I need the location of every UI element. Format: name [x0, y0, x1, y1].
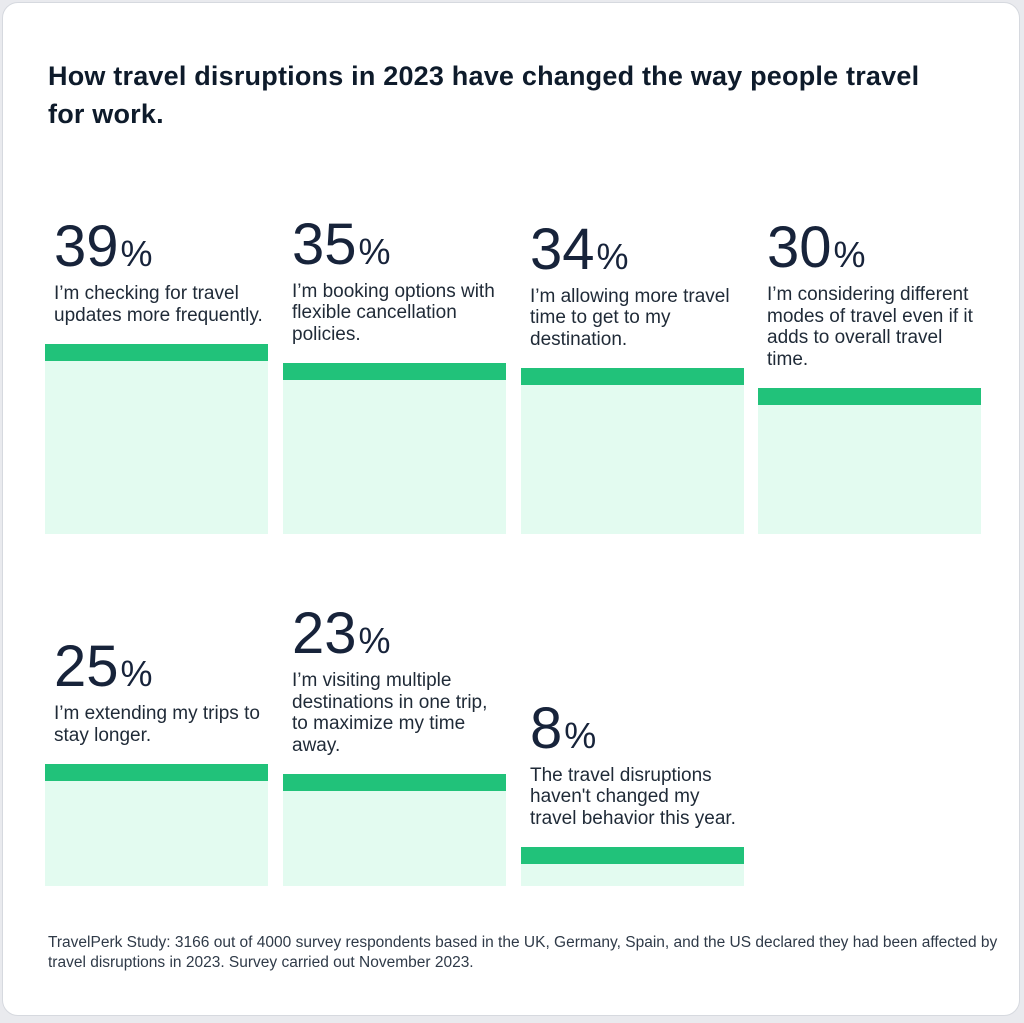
category-label: I’m checking for travel updates more fre…	[54, 283, 263, 326]
bar-cap	[521, 368, 744, 385]
value-number: 30	[767, 215, 832, 280]
bar	[45, 344, 268, 534]
value-unit: %	[120, 653, 153, 694]
category-label: The travel disruptions haven't changed m…	[530, 764, 736, 829]
bar-cap	[758, 388, 981, 405]
value-unit: %	[596, 235, 629, 277]
value-label: 30%	[767, 218, 866, 285]
value-label: 25%	[54, 637, 153, 704]
bar	[758, 388, 981, 534]
bar-cap	[45, 344, 268, 361]
bar-cell: 8% The travel disruptions haven't changed…	[521, 3, 744, 1023]
category-label: I’m considering different modes of trave…	[767, 284, 973, 370]
bar	[45, 764, 268, 886]
category-label: I’m allowing more travel time to get to …	[530, 285, 730, 350]
value-unit: %	[120, 233, 153, 274]
bar-cap	[521, 847, 744, 864]
footnote: TravelPerk Study: 3166 out of 4000 surve…	[48, 934, 998, 971]
bar-cell: 25% I’m extending my trips to stay longer…	[45, 3, 268, 1023]
value-number: 35	[292, 211, 357, 277]
value-number: 34	[530, 216, 595, 282]
category-label: I’m extending my trips to stay longer.	[54, 703, 260, 746]
value-label: 39%	[54, 217, 153, 284]
category-label: I’m booking options with flexible cancel…	[292, 280, 495, 345]
bar-cell: 23% I’m visiting multiple destinations in…	[283, 3, 506, 1023]
value-unit: %	[833, 234, 866, 275]
value-unit: %	[564, 714, 597, 756]
bar-grid: 39% I’m checking for travel updates more …	[3, 3, 1024, 1023]
value-number: 39	[54, 214, 119, 279]
value-number: 25	[54, 634, 119, 699]
bar-cell: 30% I’m considering different modes of tr…	[758, 3, 981, 1023]
value-number: 8	[530, 695, 563, 761]
value-label: 34%	[530, 216, 629, 287]
bar	[283, 363, 506, 534]
bar-cap	[45, 764, 268, 781]
value-number: 23	[292, 601, 357, 666]
chart-title: How travel disruptions in 2023 have chan…	[48, 61, 920, 129]
bar	[283, 774, 506, 886]
bar-cell: 34% I’m allowing more travel time to get …	[521, 3, 744, 1023]
bar-cell: 39% I’m checking for travel updates more …	[45, 3, 268, 1023]
value-label: 8%	[530, 695, 597, 766]
value-unit: %	[358, 230, 391, 272]
bar-cap	[283, 363, 506, 380]
bar-cell: 35% I’m booking options with flexible can…	[283, 3, 506, 1023]
bar-cap	[283, 774, 506, 791]
value-label: 35%	[292, 211, 391, 282]
value-label: 23%	[292, 604, 391, 671]
value-unit: %	[358, 620, 391, 661]
category-label: I’m visiting multiple destinations in on…	[292, 670, 488, 756]
bar	[521, 368, 744, 534]
